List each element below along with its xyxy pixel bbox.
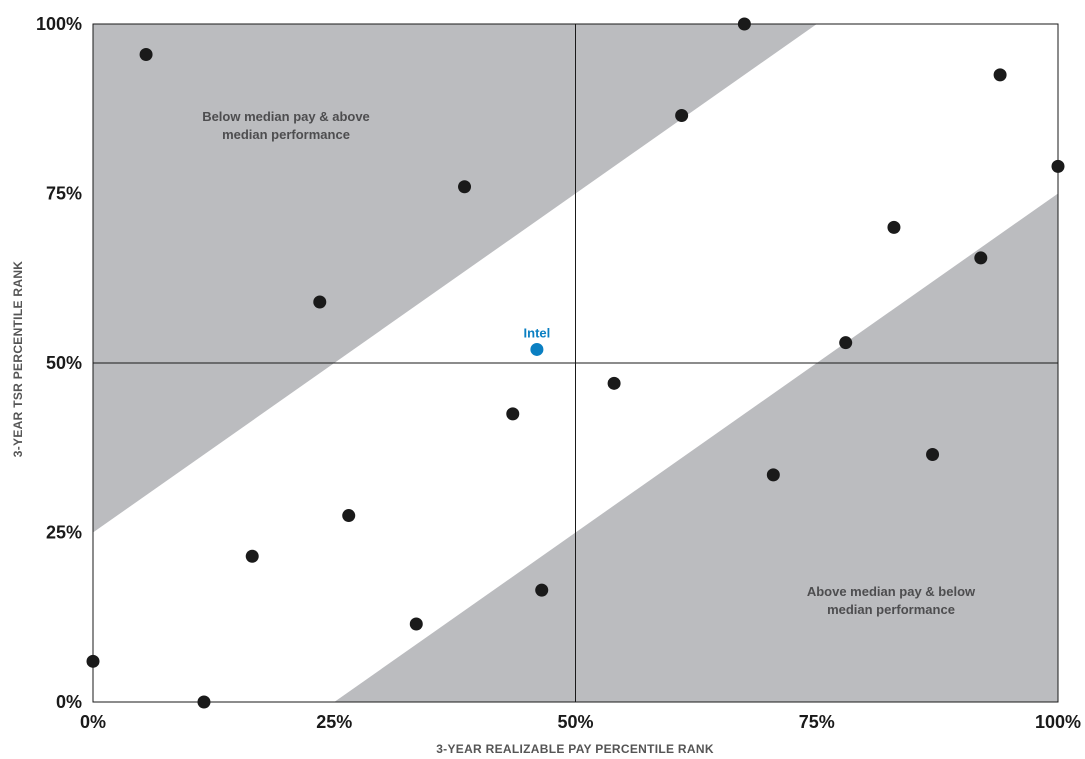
peer-point <box>342 509 356 523</box>
x-axis-title: 3-YEAR REALIZABLE PAY PERCENTILE RANK <box>436 742 714 756</box>
peer-point <box>607 376 621 390</box>
peer-point <box>458 180 472 194</box>
peer-point <box>839 336 853 350</box>
y-axis-title: 3-YEAR TSR PERCENTILE RANK <box>11 261 25 458</box>
peer-point <box>535 583 549 597</box>
peer-point <box>139 48 153 62</box>
lower-shaded-zone <box>334 193 1058 702</box>
zone-labels: Below median pay & above median performan… <box>202 109 976 617</box>
peer-point <box>993 68 1007 82</box>
zone-label-above-pay-below-performance: Above median pay & below median performan… <box>807 584 976 617</box>
peer-point <box>1051 159 1065 173</box>
peer-point <box>675 109 689 123</box>
x-tick-label: 50% <box>557 712 593 732</box>
intel-point <box>530 342 544 356</box>
peer-point <box>313 295 327 309</box>
y-tick-label: 75% <box>46 184 82 204</box>
x-tick-label: 75% <box>799 712 835 732</box>
x-tick-label: 0% <box>80 712 106 732</box>
data-points: Intel <box>86 17 1065 709</box>
peer-point <box>766 468 780 482</box>
y-tick-label: 50% <box>46 353 82 373</box>
peer-point <box>197 695 211 709</box>
peer-point <box>506 407 520 421</box>
x-tick-label: 25% <box>316 712 352 732</box>
peer-point <box>245 549 259 563</box>
reference-lines <box>92 23 1059 703</box>
shaded-zones <box>93 24 1058 702</box>
y-tick-label: 100% <box>36 14 82 34</box>
upper-shaded-zone <box>93 24 817 533</box>
intel-point-label: Intel <box>524 325 551 340</box>
peer-point <box>737 17 751 31</box>
peer-point <box>974 251 988 265</box>
x-tick-label: 100% <box>1035 712 1081 732</box>
y-tick-label: 25% <box>46 523 82 543</box>
peer-point <box>926 448 940 462</box>
y-tick-label: 0% <box>56 692 82 712</box>
peer-point <box>86 654 100 668</box>
peer-point <box>887 220 901 234</box>
peer-point <box>409 617 423 631</box>
zone-label-below-pay-above-performance: Below median pay & above median performan… <box>202 109 370 142</box>
axis-ticks: 0% 50% 25% 75% 100% 0% 25% 50% 75% 100% <box>36 14 1081 732</box>
